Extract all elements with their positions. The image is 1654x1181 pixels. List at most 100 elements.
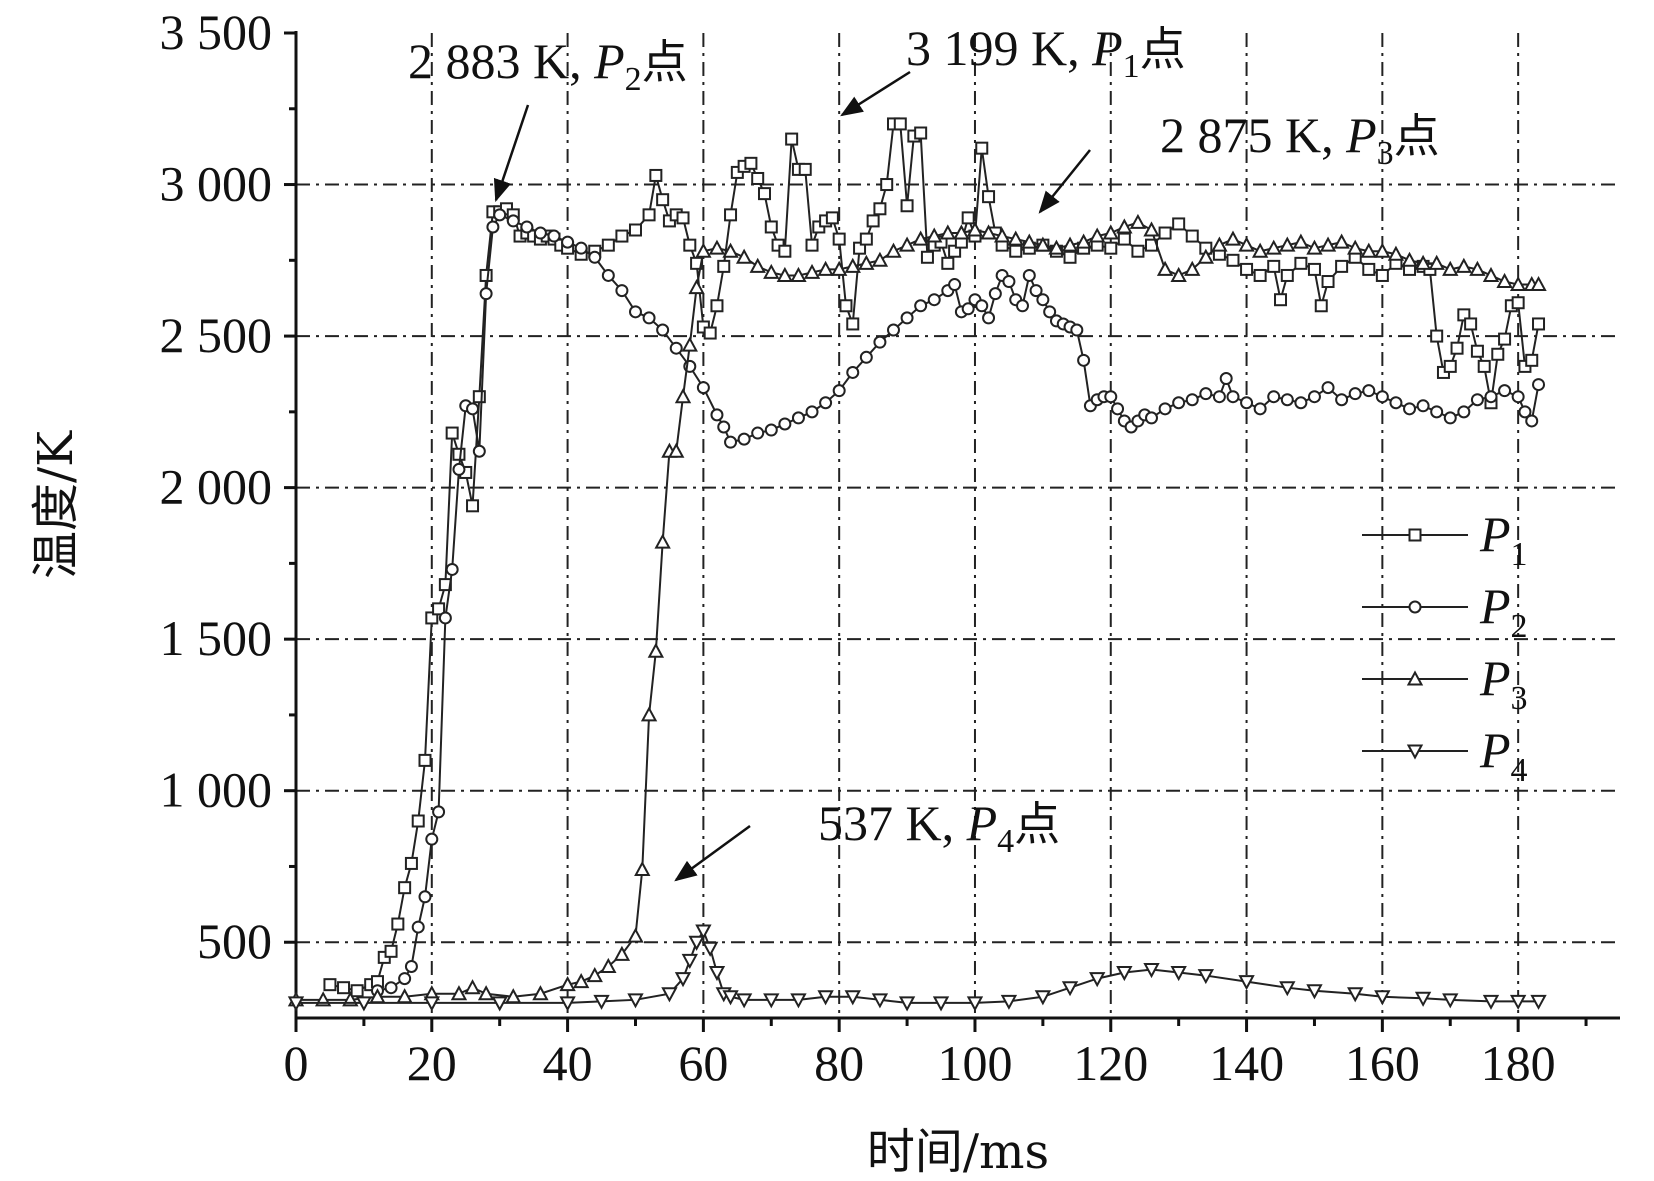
data-point-P4-22	[898, 996, 916, 1012]
data-point-P1-83	[948, 244, 962, 258]
data-point-P1-132	[1477, 359, 1491, 373]
data-point-P2-88	[1240, 396, 1254, 410]
data-point-P2-101	[1416, 399, 1430, 413]
data-point-P1-44	[683, 238, 697, 252]
data-point-P3-22	[668, 442, 685, 458]
data-point-P2-83	[1185, 393, 1199, 407]
data-point-P1-107	[1226, 253, 1240, 267]
data-point-P2-104	[1457, 405, 1471, 419]
data-point-P2-94	[1321, 381, 1335, 395]
data-point-P1-127	[1443, 359, 1457, 373]
data-point-P4-2	[423, 996, 440, 1012]
x-tick-label-4: 80	[814, 1035, 864, 1091]
series-line-P2	[377, 213, 1540, 992]
data-point-P3-58	[1129, 213, 1147, 229]
data-point-P1-16	[452, 447, 466, 461]
legend-item-P1: P1	[1362, 506, 1528, 573]
data-point-P2-84	[1199, 387, 1213, 401]
data-point-P4-18	[790, 993, 807, 1009]
annotation-p2-suffix: 点	[642, 35, 688, 89]
data-point-P3-47	[980, 224, 997, 240]
data-point-P4-12	[701, 941, 719, 957]
data-point-P1-13	[432, 602, 446, 616]
data-point-P1-43	[676, 211, 690, 225]
data-point-P3-86	[1509, 275, 1527, 292]
data-point-P3-61	[1170, 266, 1187, 282]
data-point-P4-28	[1089, 972, 1106, 988]
data-point-P1-103	[1172, 217, 1186, 231]
data-point-P3-25	[688, 278, 705, 295]
data-point-P3-31	[763, 263, 780, 279]
data-point-P1-102	[1158, 226, 1172, 240]
data-point-P4-29	[1116, 966, 1133, 982]
data-point-P3-27	[708, 239, 726, 255]
data-point-P4-4	[559, 996, 576, 1012]
data-point-P1-12	[425, 611, 439, 625]
data-point-P2-27	[642, 311, 656, 325]
y-tick-label-4: 2 500	[160, 307, 273, 363]
data-point-P3-45	[953, 224, 970, 240]
data-point-P1-120	[1375, 268, 1389, 282]
data-point-P1-88	[982, 190, 996, 204]
data-point-P2-16	[493, 208, 507, 222]
data-point-P1-8	[398, 881, 412, 895]
data-point-P1-113	[1294, 256, 1308, 270]
data-point-P3-13	[586, 966, 603, 983]
data-point-P3-38	[858, 254, 875, 270]
data-point-P1-95	[1063, 250, 1077, 264]
x-tick-label-9: 180	[1481, 1035, 1556, 1091]
data-point-P3-74	[1347, 239, 1364, 255]
data-point-P3-84	[1482, 266, 1500, 282]
data-point-P1-76	[900, 199, 914, 213]
series-P3	[287, 213, 1547, 1007]
data-point-P1-67	[839, 299, 853, 313]
y-tick-label-5: 3 000	[160, 156, 273, 212]
data-point-P2-45	[873, 335, 887, 349]
data-point-P3-46	[966, 221, 984, 237]
data-point-P2-33	[717, 420, 731, 434]
data-point-P2-99	[1389, 396, 1403, 410]
data-point-P3-20	[654, 533, 671, 549]
data-point-P2-40	[805, 405, 819, 419]
data-point-P2-92	[1294, 396, 1308, 410]
data-point-P4-13	[708, 966, 726, 982]
data-point-P1-137	[1511, 296, 1525, 310]
data-point-P4-19	[817, 990, 834, 1006]
data-point-P3-30	[749, 257, 766, 273]
data-point-P2-43	[846, 365, 860, 379]
data-point-P2-109	[1518, 405, 1532, 419]
legend-label-3: P3	[1479, 650, 1528, 717]
annotation-p3-sub: 3	[1377, 135, 1394, 172]
data-point-P4-27	[1061, 981, 1079, 997]
legend-item-P3: P3	[1362, 650, 1528, 717]
data-point-P2-64	[1036, 293, 1050, 307]
data-point-P1-56	[764, 220, 778, 234]
data-point-P1-129	[1457, 308, 1471, 322]
data-point-P3-52	[1048, 239, 1065, 255]
data-point-P4-0	[287, 996, 305, 1012]
data-point-P4-41	[1509, 994, 1527, 1010]
data-point-P2-14	[479, 287, 493, 301]
data-point-P3-59	[1143, 221, 1160, 237]
data-point-P1-66	[832, 232, 846, 246]
data-point-P3-32	[776, 266, 794, 282]
data-point-P3-28	[722, 242, 739, 258]
data-point-P3-12	[572, 973, 590, 989]
series-P4	[287, 924, 1547, 1012]
annotation-p4-suffix: 点	[1014, 797, 1060, 851]
data-point-P2-18	[520, 220, 534, 234]
annotation-p1-sub: 1	[1123, 48, 1140, 85]
data-point-P3-40	[885, 242, 902, 258]
data-point-P2-31	[696, 381, 710, 395]
data-point-P3-76	[1374, 242, 1391, 258]
data-point-P2-91	[1280, 393, 1294, 407]
data-point-P3-37	[844, 257, 861, 273]
data-point-P1-134	[1491, 347, 1505, 361]
annotation-arrow-p2	[493, 104, 530, 203]
data-point-P4-37	[1374, 990, 1391, 1006]
data-point-P2-23	[588, 250, 602, 264]
legend-marker-3	[1406, 670, 1424, 686]
data-point-P2-63	[1029, 284, 1043, 298]
annotation-p3: 2 875 K, P3点	[1160, 107, 1440, 172]
data-point-P4-5	[593, 994, 610, 1010]
